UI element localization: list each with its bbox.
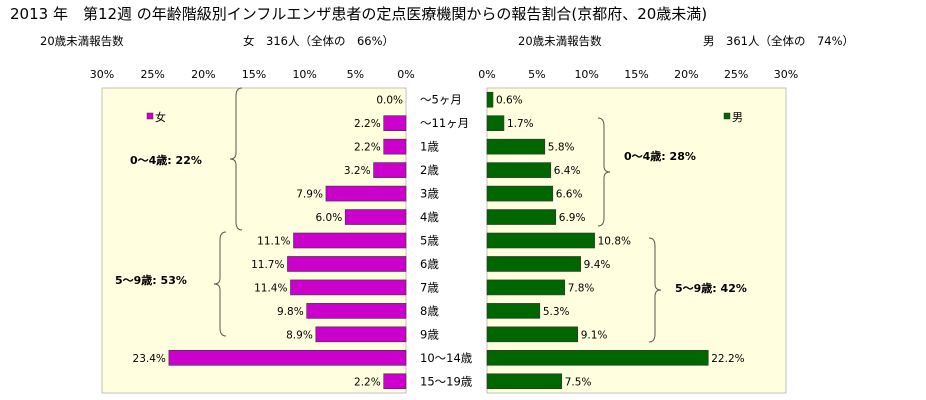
male-bar-label: 1.7%: [507, 118, 534, 130]
female-bar-label: 6.0%: [316, 212, 343, 224]
female-bar: [293, 232, 407, 249]
female-legend-label: 女: [155, 110, 166, 124]
male-bar: [486, 256, 581, 272]
female-bar: [287, 256, 407, 272]
male-bar: [486, 373, 563, 390]
female-axis-tick: 0%: [397, 68, 414, 81]
male-bar: [486, 91, 494, 108]
male-bar-label: 10.8%: [598, 236, 631, 248]
male-bar-label: 5.8%: [548, 142, 575, 154]
male-axis-tick: 25%: [724, 68, 748, 81]
male-bar: [486, 350, 709, 366]
age-category-label: 2歳: [420, 163, 439, 177]
female-axis-tick: 20%: [191, 68, 215, 81]
male-bar-label: 6.4%: [554, 165, 581, 177]
male-bar-label: 9.4%: [584, 259, 611, 271]
age-category-label: 5歳: [420, 234, 439, 248]
male-axis-tick: 20%: [674, 68, 698, 81]
left-count-label: 20歳未満報告数: [40, 34, 124, 48]
female-bar: [290, 279, 407, 296]
female-legend-swatch: [146, 112, 154, 120]
male-bar-label: 0.6%: [496, 95, 523, 107]
female-bar: [373, 162, 407, 178]
female-bar: [315, 326, 407, 343]
female-annotation-5-9: 5～9歳: 53%: [115, 273, 187, 287]
right-count-label: 20歳未満報告数: [518, 34, 602, 48]
female-bar-label: 11.4%: [254, 282, 287, 294]
age-category-label: 7歳: [420, 280, 439, 294]
male-axis-tick: 15%: [624, 68, 648, 81]
male-summary: 男 361人（全体の 74%）: [703, 34, 855, 48]
male-bar: [486, 232, 595, 249]
age-category-label: ～11ヶ月: [420, 116, 469, 130]
female-bar-label: 11.7%: [251, 259, 284, 271]
female-bar: [325, 185, 407, 202]
female-summary: 女 316人（全体の 66%）: [243, 34, 395, 48]
female-bar-label: 3.2%: [344, 165, 371, 177]
male-bar: [486, 279, 566, 296]
male-bar: [486, 138, 546, 155]
female-bar: [383, 115, 407, 131]
male-bar: [486, 115, 505, 131]
male-legend-swatch: [723, 112, 731, 120]
age-category-label: ～5ヶ月: [420, 93, 462, 107]
male-bar: [486, 209, 557, 225]
male-bar-label: 5.3%: [543, 306, 570, 318]
male-bar-label: 22.2%: [711, 353, 744, 365]
male-bar-label: 6.9%: [559, 212, 586, 224]
male-bar-label: 9.1%: [581, 329, 608, 341]
female-bar-label: 2.2%: [354, 376, 381, 388]
female-bar-label: 0.0%: [376, 95, 403, 107]
male-annotation-0-4: 0～4歳: 28%: [624, 149, 696, 163]
chart-title: 2013 年 第12週 の年齢階級別インフルエンザ患者の定点医療機関からの報告割…: [10, 5, 708, 23]
female-bar: [383, 373, 407, 390]
age-category-label: 15～19歳: [420, 374, 473, 388]
age-category-label: 8歳: [420, 304, 439, 318]
female-brace-5-9: [213, 231, 227, 337]
male-axis-tick: 5%: [528, 68, 545, 81]
female-bar: [306, 303, 407, 319]
female-bar-label: 23.4%: [133, 353, 166, 365]
male-axis-tick: 10%: [574, 68, 598, 81]
male-brace-0-4: [597, 117, 611, 227]
age-category-label: 9歳: [420, 327, 439, 341]
male-bar: [486, 162, 552, 178]
male-bar: [486, 326, 578, 343]
female-axis-tick: 15%: [242, 68, 266, 81]
male-annotation-5-9: 5～9歳: 42%: [675, 281, 747, 295]
female-bar-label: 7.9%: [296, 189, 323, 201]
female-bar-label: 11.1%: [257, 236, 290, 248]
male-bar-label: 7.8%: [568, 282, 595, 294]
age-category-label: 10～14歳: [420, 351, 473, 365]
age-category-label: 4歳: [420, 210, 439, 224]
male-bar-label: 7.5%: [565, 376, 592, 388]
female-brace-0-4: [229, 87, 243, 231]
male-brace-5-9: [648, 237, 662, 343]
female-bar-label: 9.8%: [277, 306, 304, 318]
female-axis-tick: 5%: [347, 68, 364, 81]
female-annotation-0-4: 0～4歳: 22%: [130, 153, 202, 167]
female-bar-label: 2.2%: [354, 118, 381, 130]
age-category-label: 3歳: [420, 187, 439, 201]
age-category-label: 1歳: [420, 140, 439, 154]
female-bar: [383, 138, 407, 155]
female-axis-tick: 30%: [90, 68, 114, 81]
female-axis-tick: 10%: [292, 68, 316, 81]
male-axis-tick: 0%: [478, 68, 495, 81]
female-axis-tick: 25%: [140, 68, 164, 81]
male-bar: [486, 303, 541, 319]
male-legend-label: 男: [732, 111, 743, 124]
male-bar-label: 6.6%: [556, 189, 583, 201]
female-bar-label: 8.9%: [286, 329, 313, 341]
female-bar: [344, 209, 407, 225]
male-axis-tick: 30%: [774, 68, 798, 81]
age-category-label: 6歳: [420, 257, 439, 271]
male-bar: [486, 185, 554, 202]
female-bar: [168, 350, 407, 366]
female-bar-label: 2.2%: [354, 142, 381, 154]
